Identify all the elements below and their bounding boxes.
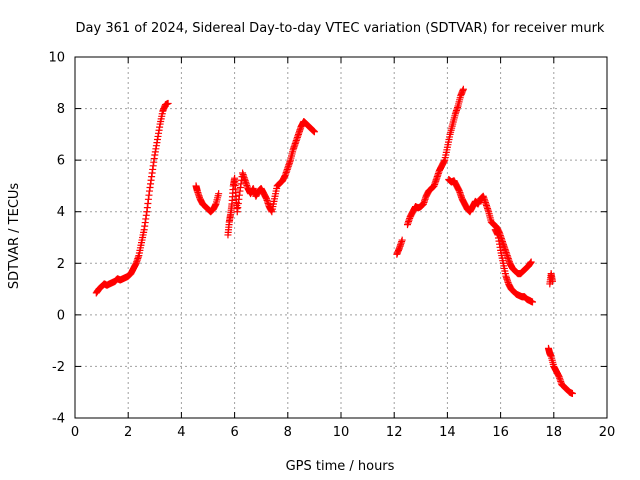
x-tick-label: 12 [386,425,403,440]
x-tick-label: 18 [546,425,563,440]
y-tick-label: 0 [57,308,65,323]
y-axis-label: SDTVAR / TECUs [7,183,22,290]
data-points [92,85,576,398]
data-point [398,236,406,244]
data-point [164,99,172,107]
x-tick-label: 14 [439,425,456,440]
data-point [548,277,556,285]
x-tick-label: 20 [599,425,616,440]
x-tick-label: 16 [492,425,509,440]
y-tick-label: 4 [57,205,65,220]
y-tick-label: -2 [52,360,65,375]
x-tick-label: 4 [177,425,185,440]
y-tick-label: 8 [57,102,65,117]
plot-frame [74,56,608,419]
chart-title: Day 361 of 2024, Sidereal Day-to-day VTE… [76,21,605,36]
data-point [527,258,535,266]
y-tick-label: 2 [57,257,65,272]
y-tick-label: 10 [48,51,65,66]
data-point [310,128,318,136]
x-tick-label: 6 [230,425,238,440]
x-tick-label: 10 [333,425,350,440]
x-tick-label: 2 [124,425,132,440]
x-tick-label: 8 [284,425,292,440]
y-tick-label: -4 [52,412,65,427]
data-point [568,390,576,398]
y-tick-label: 6 [57,154,65,169]
data-point [459,85,467,93]
data-point [529,298,537,306]
x-tick-label: 0 [71,425,79,440]
grid-lines [75,57,607,418]
data-point [215,190,223,198]
x-axis-label: GPS time / hours [286,459,395,474]
